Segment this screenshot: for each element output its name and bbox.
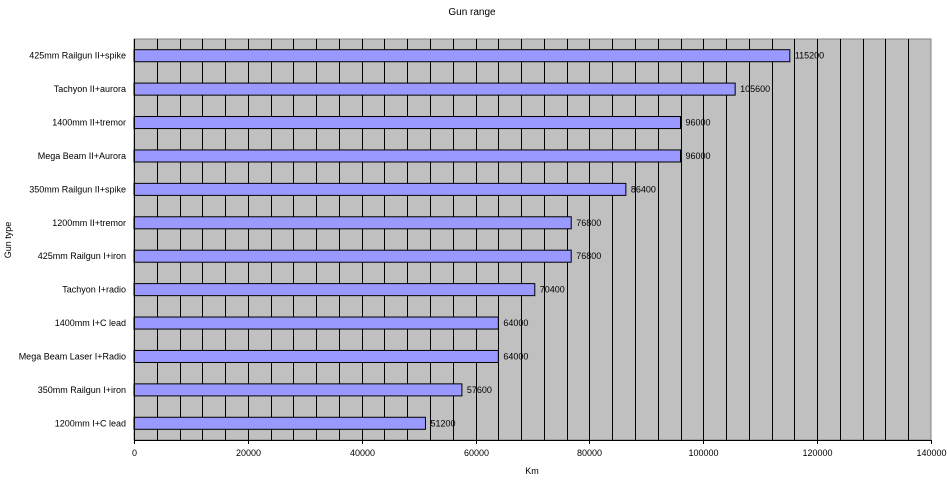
- data-labels: 115200 105600 96000 96000 86400 76800 76800 704…: [430, 51, 824, 429]
- bar-4: [133, 182, 627, 196]
- bar-5: [133, 216, 572, 230]
- bar-7: [133, 283, 536, 297]
- category-label-2: 1400mm II+tremor: [52, 118, 126, 128]
- x-tick-label-3: 60000: [464, 448, 489, 458]
- data-label-8: 64000: [503, 318, 528, 328]
- category-label-11: 1200mm I+C lead: [55, 418, 126, 428]
- category-label-7: Tachyon I+radio: [62, 285, 126, 295]
- chart-title: Gun range: [448, 7, 496, 18]
- data-label-0: 115200: [795, 51, 824, 61]
- data-label-6: 76800: [576, 251, 601, 261]
- category-label-10: 350mm Railgun I+iron: [38, 385, 126, 395]
- plot-area: [133, 38, 932, 441]
- x-tick-label-1: 20000: [236, 448, 261, 458]
- data-label-10: 57600: [467, 385, 492, 395]
- x-tick-label-2: 40000: [350, 448, 375, 458]
- x-axis-ticks: 0 20000 40000 60000 80000 100000 120000 140000: [132, 440, 947, 458]
- data-label-3: 96000: [686, 151, 711, 161]
- bar-2: [133, 116, 682, 130]
- bar-11: [133, 416, 426, 430]
- category-label-4: 350mm Railgun II+spike: [29, 184, 126, 194]
- bar-3: [133, 149, 682, 163]
- category-label-9: Mega Beam Laser I+Radio: [19, 351, 126, 361]
- bar-1: [133, 82, 736, 96]
- data-label-11: 51200: [430, 418, 455, 428]
- category-labels: 425mm Railgun II+spike Tachyon II+aurora 1…: [19, 51, 126, 429]
- data-label-1: 105600: [740, 84, 770, 94]
- category-label-8: 1400mm I+C lead: [55, 318, 126, 328]
- category-label-6: 425mm Railgun I+iron: [38, 251, 126, 261]
- bar-0: [133, 49, 791, 63]
- data-label-7: 70400: [540, 285, 565, 295]
- data-label-4: 86400: [631, 184, 656, 194]
- bar-10: [133, 383, 463, 397]
- category-label-1: Tachyon II+aurora: [54, 84, 126, 94]
- bar-8: [133, 316, 499, 330]
- bar-9: [133, 349, 499, 363]
- category-label-0: 425mm Railgun II+spike: [29, 51, 126, 61]
- x-tick-label-5: 100000: [688, 448, 718, 458]
- data-label-5: 76800: [576, 218, 601, 228]
- x-axis-label: Km: [525, 466, 539, 476]
- category-label-3: Mega Beam II+Aurora: [38, 151, 126, 161]
- x-tick-label-6: 120000: [802, 448, 832, 458]
- x-tick-label-4: 80000: [577, 448, 602, 458]
- gridlines: [157, 39, 909, 440]
- category-label-5: 1200mm II+tremor: [52, 218, 126, 228]
- data-label-2: 96000: [686, 118, 711, 128]
- data-label-9: 64000: [503, 351, 528, 361]
- y-axis-label: Gun type: [3, 222, 13, 259]
- bar-6: [133, 249, 572, 263]
- x-tick-label-0: 0: [132, 448, 137, 458]
- x-tick-label-7: 140000: [916, 448, 946, 458]
